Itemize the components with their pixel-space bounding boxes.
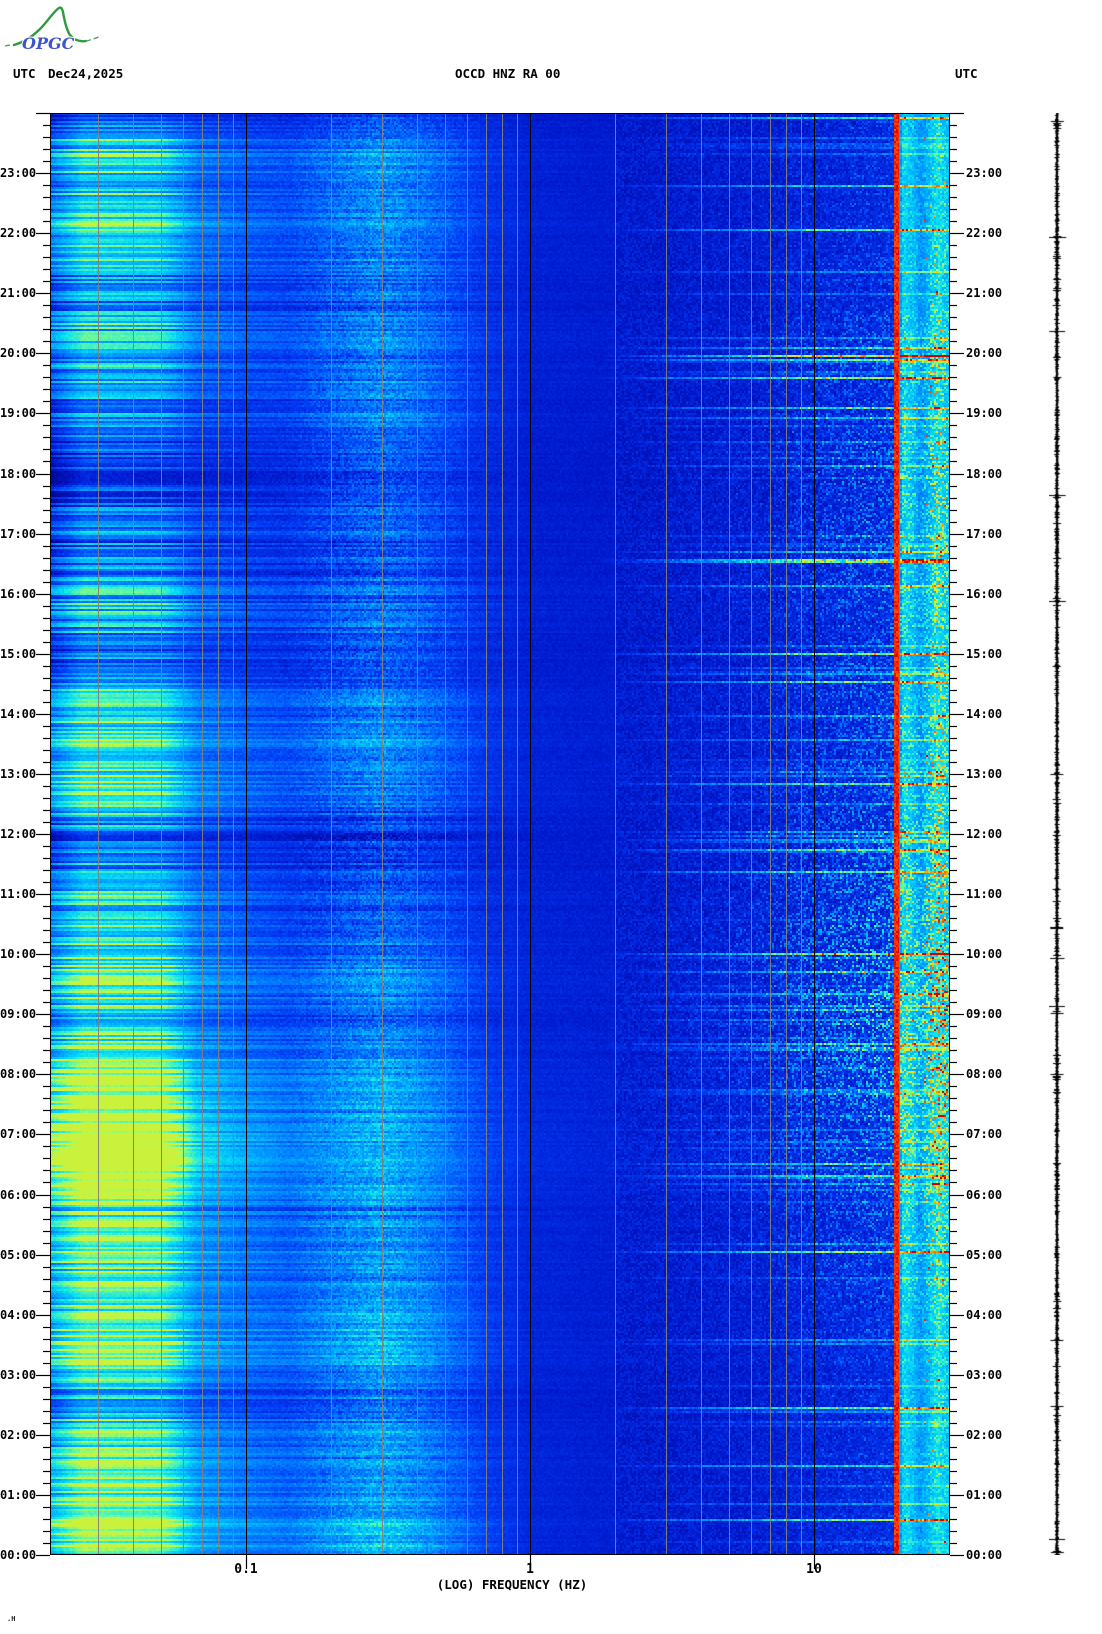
time-label-left: 06:00 <box>0 1187 37 1202</box>
time-label-left: 04:00 <box>0 1307 37 1322</box>
logo-mountain-icon <box>12 6 88 47</box>
time-label-right: 06:00 <box>966 1187 1003 1202</box>
time-label-right: 14:00 <box>966 706 1003 721</box>
time-label-left: 15:00 <box>0 646 37 661</box>
time-label-left: 02:00 <box>0 1427 37 1442</box>
time-label-right: 03:00 <box>966 1367 1003 1382</box>
time-label-right: 08:00 <box>966 1067 1003 1082</box>
logo-dash-right-icon <box>85 35 102 42</box>
header-utc-right: UTC <box>955 66 978 81</box>
time-label-right: 23:00 <box>966 166 1003 181</box>
time-label-left: 21:00 <box>0 286 37 301</box>
opgc-logo: OPGC <box>4 6 102 54</box>
time-label-left: 14:00 <box>0 706 37 721</box>
time-label-right: 15:00 <box>966 646 1003 661</box>
time-label-left: 19:00 <box>0 406 37 421</box>
time-label-left: 20:00 <box>0 346 37 361</box>
time-label-right: 09:00 <box>966 1007 1003 1022</box>
time-label-right: 20:00 <box>966 346 1003 361</box>
time-label-left: 05:00 <box>0 1247 37 1262</box>
time-label-left: 07:00 <box>0 1127 37 1142</box>
time-label-left: 08:00 <box>0 1067 37 1082</box>
time-label-right: 18:00 <box>966 466 1003 481</box>
time-label-left: 01:00 <box>0 1487 37 1502</box>
time-label-right: 16:00 <box>966 586 1003 601</box>
time-label-right: 10:00 <box>966 947 1003 962</box>
time-label-left: 16:00 <box>0 586 37 601</box>
time-label-left: 12:00 <box>0 827 37 841</box>
freq-tick-label: 10 <box>806 1562 822 1577</box>
time-label-left: 22:00 <box>0 226 37 241</box>
time-label-left: 23:00 <box>0 166 37 181</box>
time-label-left: 03:00 <box>0 1367 37 1382</box>
time-label-right: 13:00 <box>966 766 1003 781</box>
time-label-right: 19:00 <box>966 406 1003 421</box>
time-label-right: 11:00 <box>966 887 1003 902</box>
time-label-right: 02:00 <box>966 1427 1003 1442</box>
time-label-left: 11:00 <box>0 887 37 902</box>
time-label-left: 00:00 <box>0 1548 37 1562</box>
header-date: Dec24,2025 <box>48 66 124 81</box>
time-label-right: 05:00 <box>966 1247 1003 1262</box>
freq-tick-label: 0.1 <box>234 1562 258 1577</box>
time-label-right: 07:00 <box>966 1127 1003 1142</box>
spectrogram-canvas <box>50 113 950 1555</box>
time-label-left: 09:00 <box>0 1007 37 1022</box>
time-label-right: 12:00 <box>966 827 1003 841</box>
time-label-right: 17:00 <box>966 526 1003 541</box>
time-label-right: 04:00 <box>966 1307 1003 1322</box>
time-label-right: 22:00 <box>966 226 1003 241</box>
header-utc-left: UTC <box>13 66 36 81</box>
time-label-right: 21:00 <box>966 286 1003 301</box>
time-label-left: 13:00 <box>0 766 37 781</box>
time-label-right: 01:00 <box>966 1487 1003 1502</box>
time-label-left: 10:00 <box>0 947 37 962</box>
time-label-right: 00:00 <box>966 1548 1003 1562</box>
time-label-left: 18:00 <box>0 466 37 481</box>
seismogram-trace <box>1049 113 1067 1555</box>
header-title: OCCD HNZ RA 00 <box>455 66 561 81</box>
time-label-left: 17:00 <box>0 526 37 541</box>
x-axis-title: (LOG) FREQUENCY (HZ) <box>436 1577 588 1592</box>
freq-tick-label: 1 <box>526 1562 534 1577</box>
corner-glyph: .H <box>7 1615 16 1623</box>
logo-text: OPGC <box>22 34 75 53</box>
